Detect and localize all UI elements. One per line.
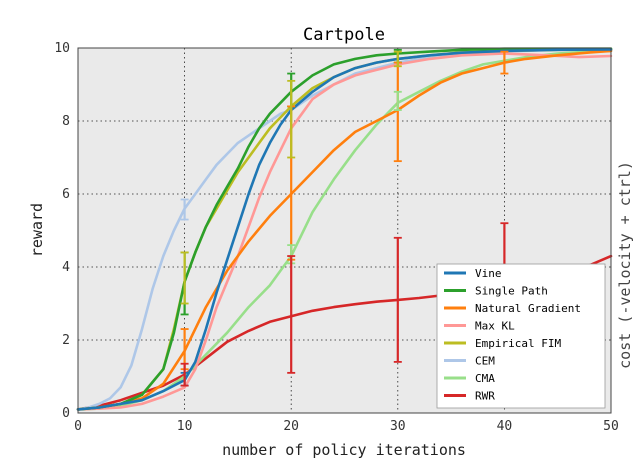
y-tick-label: 6 xyxy=(62,187,70,202)
legend-label-max-kl: Max KL xyxy=(475,320,515,333)
x-tick-label: 50 xyxy=(603,419,619,434)
y-tick-labels: 0 2 4 6 8 10 xyxy=(54,41,70,421)
legend-label-vine: Vine xyxy=(475,267,502,280)
x-axis-label: number of policy iterations xyxy=(222,441,466,459)
x-tick-labels: 0 10 20 30 40 50 xyxy=(74,419,619,434)
error-bar-cma xyxy=(393,90,402,111)
series-line-max-kl xyxy=(76,52,613,411)
right-axis-label: cost (-velocity + ctrl) xyxy=(616,161,634,369)
legend-label-single-path: Single Path xyxy=(475,285,548,298)
chart-title: Cartpole xyxy=(303,25,385,45)
error-bar-cem xyxy=(180,198,189,221)
x-tick-label: 30 xyxy=(390,419,406,434)
error-bar-empirical-fim xyxy=(287,79,296,159)
error-bar-empirical-fim xyxy=(393,50,402,68)
error-bar-rwr xyxy=(287,255,296,374)
series-line-single-path xyxy=(76,47,613,411)
grid-lines xyxy=(78,48,611,413)
x-tick-label: 10 xyxy=(177,419,193,434)
y-tick-label: 4 xyxy=(62,260,70,275)
plot-frame xyxy=(77,47,612,414)
y-axis-label: reward xyxy=(28,203,46,257)
legend-label-rwr: RWR xyxy=(475,390,495,403)
y-tick-label: 8 xyxy=(62,114,70,129)
x-tick-label: 40 xyxy=(497,419,513,434)
error-bar-empirical-fim xyxy=(180,251,189,305)
x-tick-label: 20 xyxy=(283,419,299,434)
legend-label-empirical-fim: Empirical FIM xyxy=(475,337,561,350)
series-line-vine xyxy=(76,48,613,411)
x-tick-label: 0 xyxy=(74,419,82,434)
y-tick-label: 10 xyxy=(54,41,70,56)
legend-box xyxy=(436,263,606,409)
error-bar-rwr xyxy=(393,236,402,363)
legend-label-natural-gradient: Natural Gradient xyxy=(475,302,581,315)
legend-label-cem: CEM xyxy=(475,355,495,368)
legend-label-cma: CMA xyxy=(475,372,495,385)
y-tick-label: 2 xyxy=(62,333,70,348)
legend: Vine Single Path Natural Gradient Max KL Emp… xyxy=(436,263,606,409)
error-bar-rwr xyxy=(180,362,189,387)
error-bar-natural-gradient xyxy=(500,50,509,75)
y-tick-label: 0 xyxy=(62,406,70,421)
